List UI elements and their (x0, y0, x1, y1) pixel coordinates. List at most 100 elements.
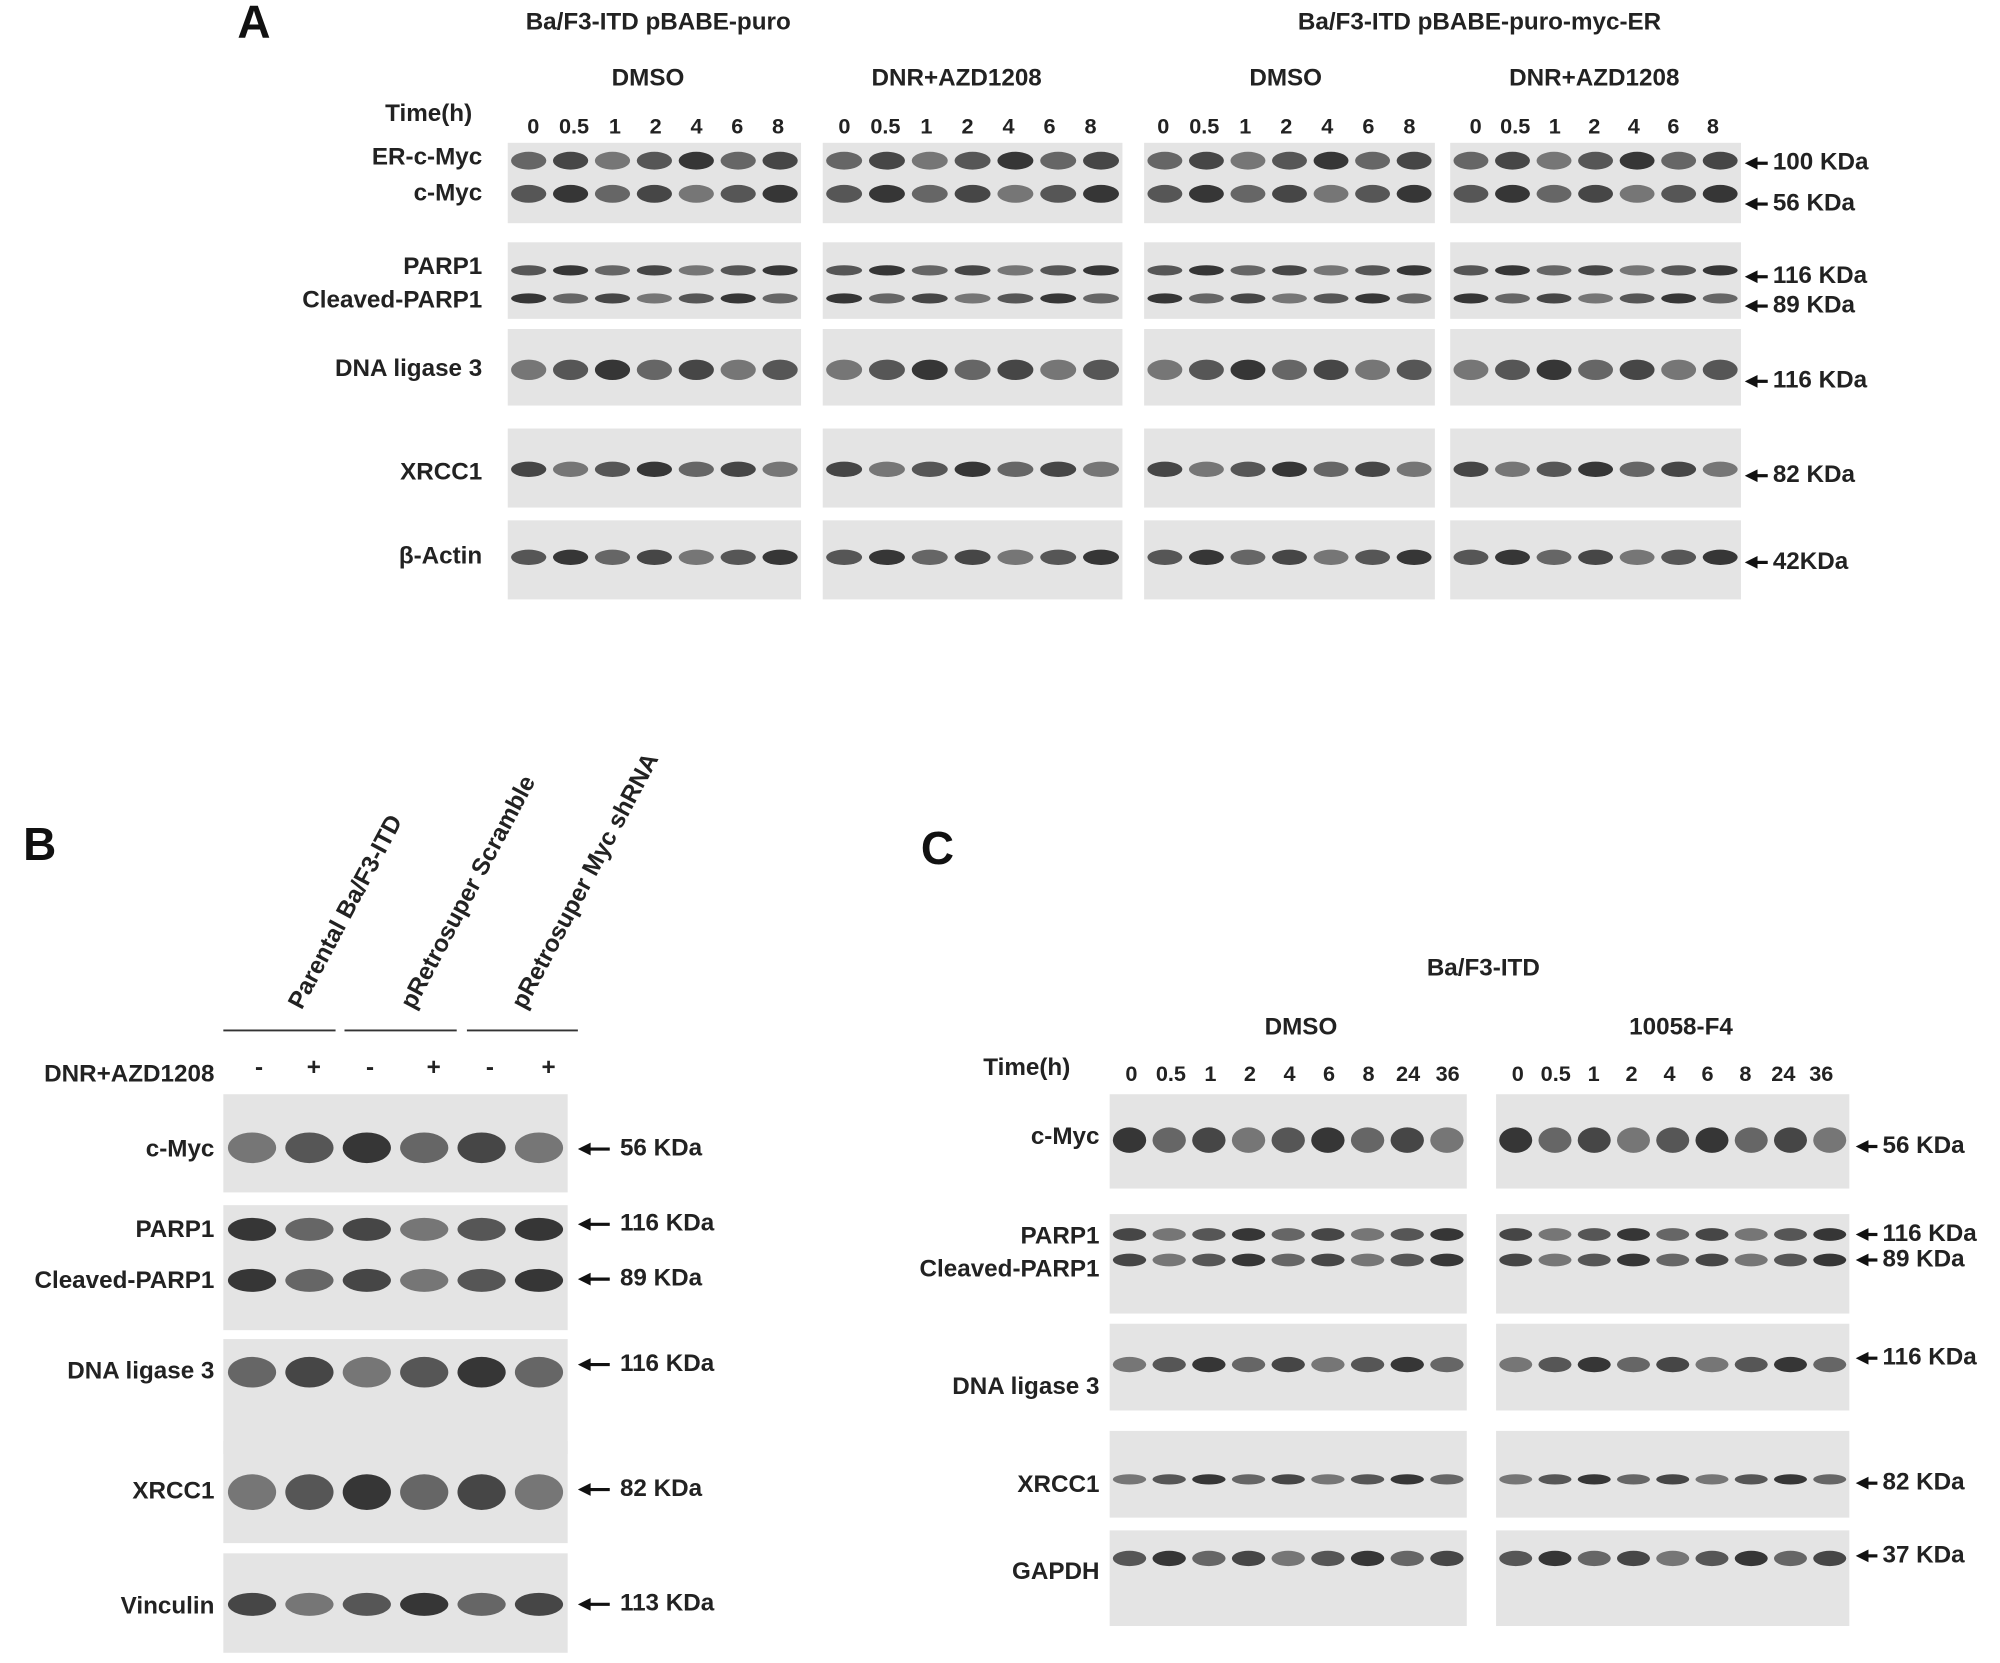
band (1695, 1253, 1729, 1267)
band (1040, 549, 1077, 565)
band (1453, 265, 1489, 276)
band (342, 1356, 391, 1388)
band (1499, 1228, 1533, 1241)
band (1536, 265, 1572, 276)
arrow-head (1855, 1253, 1869, 1267)
timepoint: 8 (1363, 1061, 1375, 1086)
band (954, 151, 991, 170)
band (1350, 1228, 1385, 1241)
band (911, 265, 948, 276)
cell-line: Ba/F3-ITD pBABE-puro (526, 8, 791, 35)
band (762, 265, 798, 276)
band (1453, 184, 1489, 203)
band (511, 461, 547, 477)
sign: - (255, 1054, 263, 1081)
band (1040, 461, 1077, 477)
size-label: 116 KDa (1773, 262, 1868, 289)
band (1616, 1474, 1650, 1485)
arrow-head (1855, 1476, 1869, 1490)
band (720, 151, 756, 170)
band (1734, 1356, 1768, 1373)
band (1538, 1550, 1572, 1567)
band (826, 293, 863, 304)
band (1396, 184, 1432, 203)
band (1453, 549, 1489, 565)
band (1390, 1356, 1424, 1373)
band (1271, 1474, 1305, 1485)
size-label: 113 KDa (620, 1590, 715, 1617)
band (1577, 1550, 1611, 1567)
band (1616, 1356, 1650, 1373)
timepoint: 0 (1512, 1061, 1524, 1086)
band (1578, 293, 1614, 304)
band (997, 293, 1034, 304)
band (1695, 1228, 1729, 1241)
band (552, 359, 589, 381)
band (1453, 461, 1489, 477)
time-label: Time(h) (385, 100, 472, 127)
timepoint: 6 (1362, 113, 1374, 138)
band (1313, 293, 1349, 304)
timepoint: 0 (527, 113, 539, 138)
band (1702, 184, 1738, 203)
band (511, 184, 547, 203)
band (1272, 151, 1307, 170)
band (1734, 1550, 1768, 1567)
band (1813, 1550, 1847, 1567)
band (826, 265, 863, 276)
band (1702, 359, 1738, 381)
band (1083, 293, 1120, 304)
band (1272, 549, 1307, 565)
band (636, 265, 672, 276)
band (1499, 1356, 1533, 1373)
band (868, 151, 905, 170)
band (1616, 1253, 1650, 1267)
band (1616, 1228, 1650, 1241)
protein-label: PARP1 (1021, 1222, 1100, 1249)
arrow-head (1744, 299, 1758, 313)
band (1147, 184, 1183, 203)
band (1578, 151, 1614, 170)
band (594, 293, 631, 304)
band (997, 184, 1034, 203)
band (1390, 1474, 1424, 1485)
band (1661, 293, 1697, 304)
arrow-head (1744, 556, 1758, 569)
band (1313, 265, 1349, 276)
band (511, 293, 547, 304)
band (1272, 293, 1307, 304)
band (1656, 1127, 1690, 1153)
band (1271, 1228, 1305, 1241)
band (285, 1592, 334, 1616)
band (636, 293, 672, 304)
protein-label: c-Myc (146, 1136, 215, 1163)
band (911, 293, 948, 304)
band (1112, 1228, 1147, 1241)
band (720, 549, 756, 565)
band (285, 1356, 334, 1388)
band (1430, 1127, 1464, 1153)
band (342, 1474, 391, 1510)
band (762, 293, 798, 304)
size-label: 116 KDa (620, 1350, 715, 1377)
panel-letter: C (921, 822, 954, 874)
band (868, 461, 905, 477)
band (678, 359, 714, 381)
band (1702, 293, 1738, 304)
band (1271, 1550, 1305, 1567)
blot (223, 1441, 568, 1544)
timepoint: 4 (1002, 113, 1014, 138)
sign: - (366, 1054, 374, 1081)
band (720, 265, 756, 276)
condition: Parental Ba/F3-ITD (283, 811, 408, 1014)
band (1813, 1228, 1847, 1241)
band (762, 461, 798, 477)
band (1619, 461, 1655, 477)
band (400, 1474, 449, 1510)
band (1390, 1127, 1424, 1153)
band (1619, 151, 1655, 170)
band (1112, 1474, 1147, 1485)
band (1661, 549, 1697, 565)
timepoint: 2 (1626, 1061, 1638, 1086)
